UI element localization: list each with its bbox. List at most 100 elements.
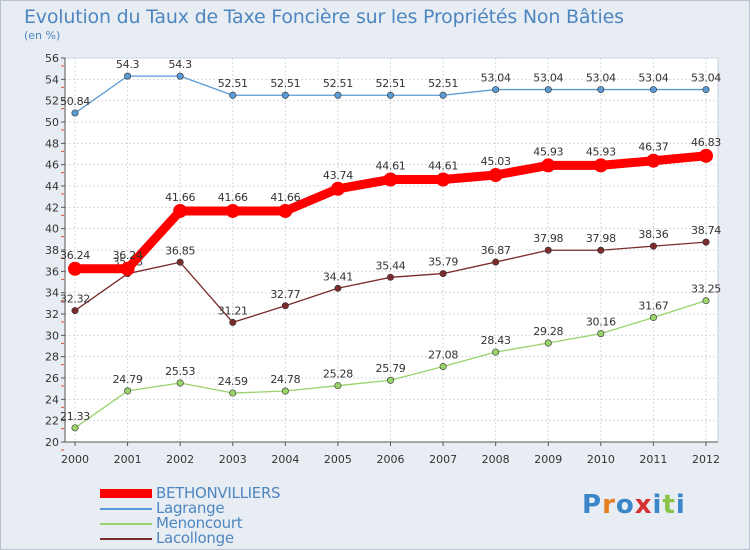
legend-item-menoncourt: Menoncourt: [100, 516, 280, 531]
data-point-menoncourt: [281, 387, 289, 395]
data-point-lagrange: [544, 86, 552, 94]
logo-letter: i: [675, 490, 686, 520]
data-point-lagrange: [176, 72, 184, 80]
data-label-bethonvilliers: 45.03: [481, 155, 511, 168]
data-label-menoncourt: 25.53: [165, 365, 195, 378]
data-point-lagrange: [386, 91, 394, 99]
data-point-lagrange: [492, 86, 500, 94]
data-label-lagrange: 53.04: [691, 72, 721, 85]
x-tick-label: 2005: [324, 453, 352, 466]
data-label-bethonvilliers: 46.37: [638, 141, 668, 154]
data-point-menoncourt: [71, 424, 79, 432]
data-point-lacollonge: [71, 307, 79, 315]
logo-letter: o: [615, 490, 635, 520]
data-label-bethonvilliers: 44.61: [428, 159, 458, 172]
data-point-bethonvilliers: [68, 261, 82, 276]
data-point-bethonvilliers: [488, 168, 503, 183]
data-point-lacollonge: [544, 246, 552, 254]
data-label-lagrange: 50.84: [60, 95, 90, 108]
data-point-lagrange: [702, 86, 710, 94]
data-point-lagrange: [439, 91, 447, 99]
data-label-menoncourt: 24.79: [113, 373, 143, 386]
x-tick-label: 2002: [166, 453, 194, 466]
data-point-menoncourt: [124, 387, 132, 395]
data-label-bethonvilliers: 45.93: [586, 145, 616, 158]
data-label-lacollonge: 37.98: [533, 232, 563, 245]
data-point-bethonvilliers: [173, 203, 188, 218]
logo-letter: t: [662, 490, 676, 520]
data-label-lagrange: 53.04: [481, 72, 511, 85]
data-point-menoncourt: [492, 348, 500, 356]
data-label-lagrange: 53.04: [533, 72, 563, 85]
data-point-bethonvilliers: [120, 261, 135, 276]
data-point-lacollonge: [597, 246, 605, 254]
data-label-bethonvilliers: 41.66: [270, 191, 300, 204]
data-label-lagrange: 52.51: [428, 77, 458, 90]
data-point-lacollonge: [439, 270, 447, 278]
data-point-menoncourt: [229, 389, 237, 397]
data-point-lagrange: [229, 91, 237, 99]
legend-item-lacollonge: Lacollonge: [100, 531, 280, 546]
data-label-lagrange: 52.51: [323, 77, 353, 90]
data-point-bethonvilliers: [278, 203, 293, 218]
data-point-bethonvilliers: [436, 172, 451, 187]
legend-swatch: [100, 522, 152, 525]
data-label-lagrange: 52.51: [376, 77, 406, 90]
data-point-lagrange: [649, 86, 657, 94]
data-label-menoncourt: 31.67: [638, 300, 668, 313]
data-point-bethonvilliers: [330, 181, 345, 196]
data-label-menoncourt: 24.78: [270, 373, 300, 386]
data-point-lacollonge: [229, 318, 237, 326]
data-point-menoncourt: [702, 297, 710, 305]
data-point-bethonvilliers: [541, 158, 556, 173]
data-label-lacollonge: 32.77: [270, 288, 300, 301]
data-label-bethonvilliers: 44.61: [376, 159, 406, 172]
y-tick-label: 52: [45, 95, 59, 108]
data-point-lacollonge: [702, 238, 710, 246]
data-label-menoncourt: 28.43: [481, 334, 511, 347]
data-point-bethonvilliers: [646, 153, 661, 168]
legend-item-lagrange: Lagrange: [100, 501, 280, 516]
x-tick-label: 2003: [219, 453, 247, 466]
x-tick-label: 2012: [692, 453, 720, 466]
x-tick-label: 2004: [271, 453, 299, 466]
y-tick-label: 24: [45, 393, 59, 406]
data-point-bethonvilliers: [699, 148, 713, 163]
y-tick-label: 42: [45, 201, 59, 214]
data-label-lagrange: 54.3: [116, 58, 140, 71]
data-label-bethonvilliers: 36.24: [113, 249, 143, 262]
y-tick-label: 26: [45, 372, 59, 385]
y-tick-label: 50: [45, 116, 59, 129]
data-point-lacollonge: [334, 284, 342, 292]
data-label-lagrange: 52.51: [270, 77, 300, 90]
y-tick-label: 38: [45, 244, 59, 257]
proxiti-logo: Proxiti: [582, 490, 686, 520]
chart-title: Evolution du Taux de Taxe Foncière sur l…: [24, 6, 624, 28]
data-label-lagrange: 52.51: [218, 77, 248, 90]
data-label-bethonvilliers: 45.93: [533, 145, 563, 158]
data-point-bethonvilliers: [383, 172, 398, 187]
data-label-lacollonge: 37.98: [586, 232, 616, 245]
data-label-lagrange: 53.04: [638, 72, 668, 85]
data-point-lagrange: [71, 109, 79, 117]
y-axis-unit: (en %): [24, 29, 61, 42]
data-label-lacollonge: 31.21: [218, 304, 248, 317]
data-label-lacollonge: 38.74: [691, 224, 721, 237]
data-point-lagrange: [124, 72, 132, 80]
logo-letter: i: [652, 490, 663, 520]
data-label-lacollonge: 36.85: [165, 244, 195, 257]
data-point-lacollonge: [281, 302, 289, 310]
data-point-lagrange: [334, 91, 342, 99]
x-tick-label: 2009: [534, 453, 562, 466]
data-point-menoncourt: [439, 362, 447, 370]
y-tick-label: 56: [45, 52, 59, 65]
legend-label: Lagrange: [156, 499, 225, 517]
data-label-menoncourt: 27.08: [428, 348, 458, 361]
legend-label: BETHONVILLIERS: [156, 484, 281, 502]
data-point-lacollonge: [176, 258, 184, 266]
data-label-menoncourt: 30.16: [586, 316, 616, 329]
data-label-lacollonge: 35.44: [376, 259, 406, 272]
data-point-menoncourt: [334, 382, 342, 390]
y-tick-label: 22: [45, 415, 59, 428]
